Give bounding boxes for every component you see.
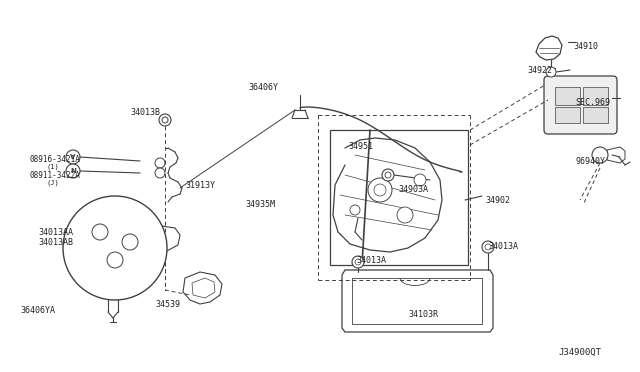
Polygon shape: [183, 272, 222, 304]
Circle shape: [352, 256, 364, 268]
Circle shape: [546, 67, 556, 77]
Text: 36406Y: 36406Y: [248, 83, 278, 92]
Text: 34013A: 34013A: [356, 256, 386, 265]
Circle shape: [122, 234, 138, 250]
Bar: [583, 87, 608, 105]
FancyBboxPatch shape: [544, 76, 617, 134]
Text: 08911-3422A: 08911-3422A: [30, 171, 81, 180]
Circle shape: [155, 158, 165, 168]
Text: 34013AA: 34013AA: [38, 228, 73, 237]
Polygon shape: [192, 278, 215, 298]
Polygon shape: [140, 225, 180, 255]
Text: 08916-3421A: 08916-3421A: [30, 155, 81, 164]
Polygon shape: [607, 147, 625, 163]
Circle shape: [162, 117, 168, 123]
Circle shape: [66, 164, 80, 178]
Circle shape: [382, 169, 394, 181]
Text: 34902: 34902: [485, 196, 510, 205]
Text: 34922: 34922: [527, 66, 552, 75]
Bar: [555, 87, 580, 105]
Bar: [330, 130, 468, 265]
Circle shape: [485, 244, 491, 250]
Text: 34103R: 34103R: [408, 310, 438, 319]
Bar: [555, 107, 580, 123]
Bar: [583, 107, 608, 123]
Bar: [352, 278, 482, 324]
Text: N: N: [70, 168, 76, 174]
Circle shape: [355, 259, 361, 265]
Circle shape: [368, 178, 392, 202]
Text: 34903A: 34903A: [398, 185, 428, 194]
Text: V: V: [70, 154, 76, 160]
Text: 34539: 34539: [155, 300, 180, 309]
Polygon shape: [536, 36, 562, 60]
Circle shape: [374, 184, 386, 196]
Circle shape: [482, 241, 494, 253]
Text: 34013B: 34013B: [130, 108, 160, 117]
Circle shape: [159, 114, 171, 126]
Text: 34910: 34910: [573, 42, 598, 51]
Text: 36406YA: 36406YA: [20, 306, 55, 315]
Polygon shape: [342, 270, 493, 332]
Circle shape: [63, 196, 167, 300]
Circle shape: [385, 172, 391, 178]
Circle shape: [66, 150, 80, 164]
Text: J34900QT: J34900QT: [558, 348, 601, 357]
Circle shape: [350, 205, 360, 215]
Text: SEC.969: SEC.969: [575, 98, 610, 107]
Text: 34013A: 34013A: [488, 242, 518, 251]
Circle shape: [155, 168, 165, 178]
Circle shape: [107, 252, 123, 268]
Text: (J): (J): [47, 179, 60, 186]
Circle shape: [92, 224, 108, 240]
Text: 31913Y: 31913Y: [185, 181, 215, 190]
Text: 96940Y: 96940Y: [576, 157, 606, 166]
Text: (1): (1): [47, 163, 60, 170]
Text: 34013AB: 34013AB: [38, 238, 73, 247]
Circle shape: [414, 174, 426, 186]
Text: 34951: 34951: [348, 142, 373, 151]
Circle shape: [592, 147, 608, 163]
Circle shape: [397, 207, 413, 223]
Text: 34935M: 34935M: [245, 200, 275, 209]
